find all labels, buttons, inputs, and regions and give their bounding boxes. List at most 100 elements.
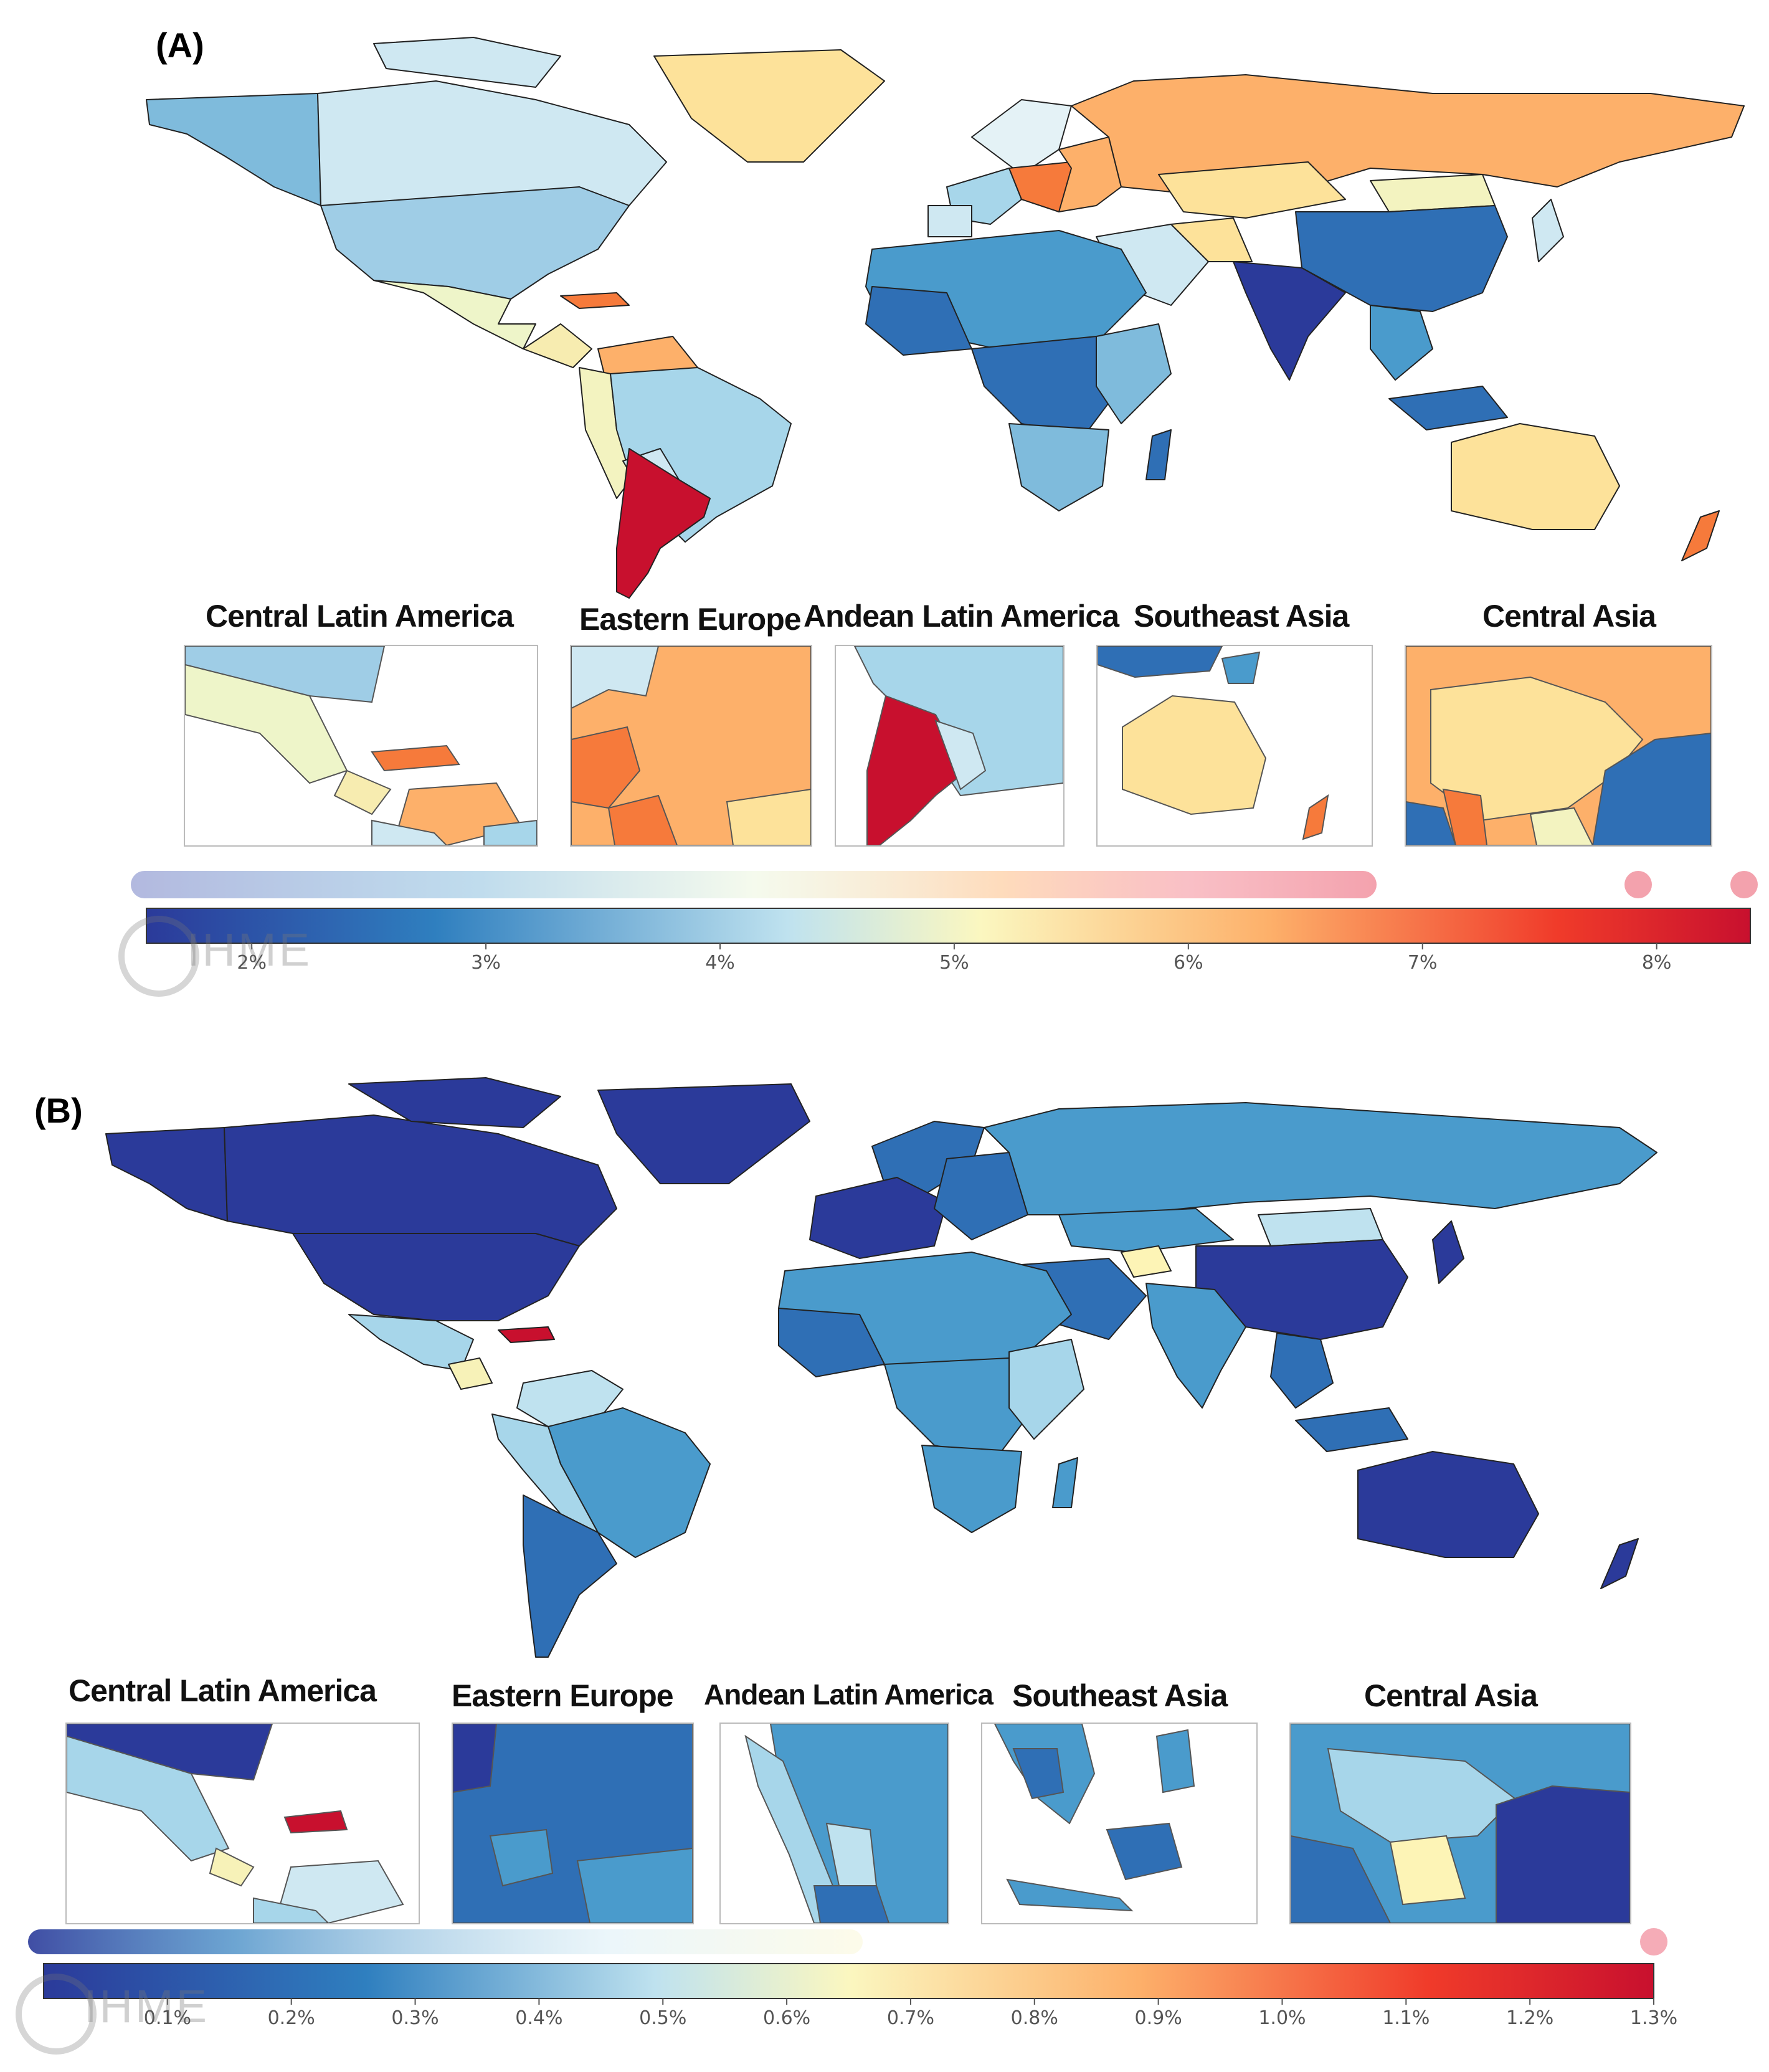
colorbar-b-ticks [166, 1998, 1654, 2005]
dot-strip-b [28, 1929, 863, 1954]
colorbar-b-tick-label: 0.7% [886, 2007, 935, 2029]
inset-a-title-southeast-asia: Southeast Asia [1134, 599, 1349, 634]
dot-a-2 [1730, 871, 1758, 898]
map-b-kazakhstan [1058, 1208, 1234, 1253]
dot-a-1 [1624, 871, 1652, 898]
map-a-greenland [653, 49, 885, 163]
map-a-russia [1071, 74, 1745, 194]
colorbar-b-tick-label: 1.2% [1506, 2007, 1554, 2029]
map-b-russia [984, 1102, 1658, 1215]
ihme-logo-a [118, 916, 199, 997]
inset-a-title-central-latin-america: Central Latin America [206, 599, 514, 634]
colorbar-b-tick-label: 0.8% [1010, 2007, 1058, 2029]
map-a-southeast-asia [1370, 305, 1433, 381]
inset-b-andean-latin-america [719, 1723, 949, 1924]
map-a-australia [1451, 423, 1620, 530]
map-a-east-africa [1096, 323, 1172, 424]
map-b-western-europe [809, 1177, 947, 1259]
map-b-japan [1432, 1220, 1464, 1284]
map-a-iran [1170, 217, 1253, 262]
colorbar-a-ticks [251, 943, 1658, 949]
map-a-japan [1532, 199, 1564, 262]
watermark-a: IHME [187, 924, 312, 976]
inset-b-central-latin-america [65, 1723, 420, 1924]
map-b-canada-islands [348, 1077, 561, 1128]
watermark-b: IHME [84, 1980, 209, 2032]
map-a-central-america [523, 323, 592, 368]
colorbar-a-tick-label: 4% [705, 952, 735, 974]
panel-a-label: (A) [156, 26, 204, 65]
map-a-indonesia [1388, 386, 1508, 430]
map-b-west-africa [778, 1308, 885, 1377]
map-b-greenland [597, 1083, 810, 1184]
colorbar-a-tick-label: 8% [1641, 952, 1672, 974]
inset-b-title-central-asia: Central Asia [1364, 1678, 1538, 1713]
colorbar-a [146, 908, 1751, 944]
map-b-eastern-europe [934, 1152, 1028, 1240]
dot-strip-a [131, 871, 1377, 898]
inset-a-andean-latin-america [835, 645, 1065, 847]
colorbar-b-tick-label: 1.3% [1629, 2007, 1678, 2029]
dot-b-1 [1640, 1928, 1667, 1956]
colorbar-a-tick-label: 2% [237, 952, 267, 974]
colorbar-b-tick-label: 0.9% [1134, 2007, 1182, 2029]
colorbar-b-tick-label: 0.1% [143, 2007, 191, 2029]
panel-b-label: (B) [34, 1091, 83, 1130]
map-a-kazakhstan [1158, 161, 1346, 219]
colorbar-b-tick-label: 0.3% [391, 2007, 439, 2029]
map-b-central-america [448, 1357, 493, 1390]
world-map-b [105, 1077, 1658, 1658]
map-b-australia [1357, 1451, 1539, 1558]
inset-b-title-eastern-europe: Eastern Europe [452, 1678, 674, 1713]
colorbar-a-tick-label: 6% [1174, 952, 1203, 974]
inset-a-title-central-asia: Central Asia [1482, 599, 1656, 634]
inset-b-title-andean-latin-america: Andean Latin America [704, 1678, 994, 1711]
colorbar-a-tick-label: 5% [939, 952, 969, 974]
inset-b-southeast-asia [981, 1723, 1258, 1924]
map-b-argentina-chile [523, 1495, 617, 1658]
colorbar-b-tick-label: 0.2% [267, 2007, 315, 2029]
ihme-logo-b [16, 1974, 97, 2055]
map-a-mexico [373, 280, 536, 349]
map-b-southeast-asia [1270, 1333, 1334, 1409]
map-a-madagascar [1145, 429, 1172, 480]
inset-a-title-eastern-europe: Eastern Europe [579, 602, 802, 637]
map-a-iberia [927, 205, 972, 237]
inset-a-eastern-europe [570, 645, 812, 847]
inset-a-title-andean-latin-america: Andean Latin America [804, 599, 1119, 634]
world-map-a [146, 37, 1745, 599]
panel-b: (B) [0, 1059, 1769, 2072]
map-b-afghanistan [1121, 1245, 1172, 1278]
legend-a [131, 871, 1758, 949]
map-a-canada-islands [373, 37, 561, 88]
inset-a-southeast-asia [1096, 645, 1373, 847]
map-a-india [1233, 261, 1346, 381]
colorbar-b-tick-label: 1.0% [1258, 2007, 1306, 2029]
inset-b-central-asia [1289, 1723, 1631, 1924]
colorbar-b-tick-label: 1.1% [1382, 2007, 1430, 2029]
map-b-madagascar [1052, 1457, 1078, 1508]
colorbar-b-tick-label: 0.5% [639, 2007, 687, 2029]
inset-b-title-central-latin-america: Central Latin America [69, 1673, 377, 1708]
panel-a: (A) [0, 0, 1769, 1022]
colorbar-a-tick-label: 3% [471, 952, 501, 974]
colorbar-b-tick-label: 0.6% [762, 2007, 811, 2029]
map-a-southern-africa [1008, 423, 1109, 511]
map-b-east-africa [1008, 1339, 1084, 1440]
map-a-argentina-chile [616, 448, 711, 599]
map-b-indonesia [1295, 1407, 1408, 1452]
inset-a-central-latin-america [184, 645, 538, 847]
map-a-usa [320, 186, 630, 300]
map-b-caribbean [498, 1326, 555, 1343]
map-b-india [1145, 1283, 1246, 1409]
map-a-new-zealand [1681, 510, 1720, 561]
inset-b-eastern-europe [452, 1723, 694, 1924]
inset-a-central-asia [1405, 645, 1712, 847]
map-b-southern-africa [921, 1445, 1022, 1533]
map-b-usa [292, 1233, 580, 1321]
colorbar-b-tick-label: 0.4% [515, 2007, 563, 2029]
map-b-canada [224, 1114, 617, 1247]
colorbar-a-tick-label: 7% [1407, 952, 1438, 974]
inset-b-title-southeast-asia: Southeast Asia [1012, 1678, 1228, 1713]
map-b-new-zealand [1600, 1538, 1639, 1589]
